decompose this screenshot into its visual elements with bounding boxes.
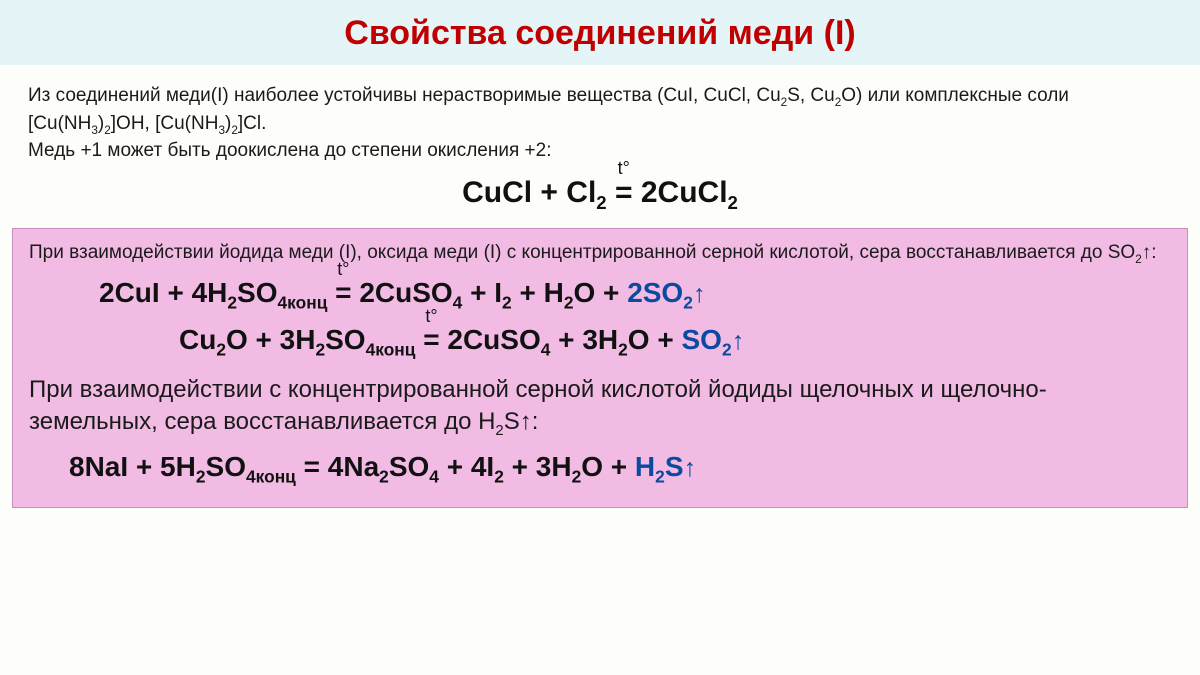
subscript: 2 bbox=[216, 339, 226, 359]
subscript: 4 bbox=[453, 293, 463, 313]
eqn-part: SO bbox=[681, 324, 721, 355]
intro-paragraph-1: Из соединений меди(I) наиболее устойчивы… bbox=[28, 83, 1172, 138]
equation-3-row: Cu2O + 3H2SO4конц t° = 2CuSO4 + 3H2O + S… bbox=[29, 320, 1171, 367]
subscript: 2 bbox=[618, 339, 628, 359]
subscript: 2 bbox=[683, 293, 693, 313]
eqn-part: 2SO bbox=[627, 277, 683, 308]
product-blue: SO2↑ bbox=[681, 324, 744, 355]
product-blue: H2S↑ bbox=[635, 451, 696, 482]
subscript: 2 bbox=[728, 192, 738, 213]
subscript: 2 bbox=[495, 422, 503, 438]
eqn-part: 2CuI + 4H bbox=[99, 277, 227, 308]
subscript: 4конц bbox=[278, 293, 328, 313]
subscript: 4конц bbox=[246, 466, 296, 486]
subscript: 4 bbox=[541, 339, 551, 359]
eqn-part: S bbox=[665, 451, 684, 482]
equation-4-row: 8NaI + 5H2SO4конц = 4Na2SO4 + 4I2 + 3H2O… bbox=[29, 447, 1171, 494]
equation-2: 2CuI + 4H2SO4конц t° = 2CuSO4 + I2 + H2O… bbox=[99, 277, 705, 314]
subscript: 2 bbox=[572, 466, 582, 486]
subscript: 2 bbox=[315, 339, 325, 359]
equation-3: Cu2O + 3H2SO4конц t° = 2CuSO4 + 3H2O + S… bbox=[179, 324, 744, 361]
intro-paragraph-2: Медь +1 может быть доокислена до степени… bbox=[28, 138, 1172, 164]
product-blue: 2SO2↑ bbox=[627, 277, 705, 308]
subscript: 2 bbox=[502, 293, 512, 313]
pink-text-run: ↑: bbox=[1142, 242, 1157, 263]
eqn-part: SO bbox=[237, 277, 277, 308]
intro-text: S, Cu bbox=[787, 85, 835, 106]
page-title: Свойства соединений меди (I) bbox=[0, 14, 1200, 53]
equals-sign: = bbox=[423, 324, 439, 355]
eqn-part: O + bbox=[573, 277, 627, 308]
temp-label: t° bbox=[618, 158, 630, 179]
subscript: 2 bbox=[596, 192, 606, 213]
temp-label: t° bbox=[425, 306, 437, 327]
eqn-part: H bbox=[635, 451, 655, 482]
pink-text-run: При взаимодействии йодида меди (I), окси… bbox=[29, 242, 1135, 263]
eqn-part: + I bbox=[462, 277, 502, 308]
subscript: 2 bbox=[494, 466, 504, 486]
eqn-part: SO bbox=[206, 451, 246, 482]
pink-paragraph-2: При взаимодействии с концентрированной с… bbox=[29, 366, 1171, 446]
eqn-part: + 3H bbox=[550, 324, 618, 355]
subscript: 2 bbox=[722, 339, 732, 359]
gas-arrow-icon: ↑ bbox=[684, 454, 697, 482]
temp-label: t° bbox=[337, 259, 349, 280]
equals-sign: = bbox=[615, 176, 633, 209]
pink-paragraph-1: При взаимодействии йодида меди (I), окси… bbox=[29, 239, 1171, 273]
equation-1-block: CuCl + Cl2 t° = 2CuCl2 bbox=[0, 170, 1200, 228]
eqn-part: O + bbox=[581, 451, 635, 482]
equals-with-temp: t° = bbox=[615, 176, 633, 210]
subscript: 4конц bbox=[366, 339, 416, 359]
eqn-part: O + 3H bbox=[226, 324, 315, 355]
eqn-part: Cu bbox=[179, 324, 216, 355]
equation-1: CuCl + Cl2 t° = 2CuCl2 bbox=[462, 176, 738, 214]
equals-with-temp: t° = bbox=[335, 277, 351, 309]
gas-arrow-icon: ↑ bbox=[732, 327, 745, 355]
equals-with-temp: t° = bbox=[423, 324, 439, 356]
eqn-part: + H bbox=[512, 277, 564, 308]
eqn-rhs: 2CuCl bbox=[641, 176, 728, 209]
eqn-part: + 3H bbox=[504, 451, 572, 482]
subscript: 2 bbox=[655, 466, 665, 486]
gas-arrow-icon: ↑ bbox=[693, 280, 706, 308]
equation-2-row: 2CuI + 4H2SO4конц t° = 2CuSO4 + I2 + H2O… bbox=[29, 273, 1171, 320]
subscript: 2 bbox=[196, 466, 206, 486]
highlighted-box: При взаимодействии йодида меди (I), окси… bbox=[12, 228, 1188, 508]
subscript: 4 bbox=[429, 466, 439, 486]
eqn-part: 8NaI + 5H bbox=[69, 451, 196, 482]
intro-text: ]Cl. bbox=[238, 113, 267, 134]
eqn-part: 4Na bbox=[328, 451, 379, 482]
subscript: 2 bbox=[379, 466, 389, 486]
subscript: 2 bbox=[227, 293, 237, 313]
eqn-part: SO bbox=[325, 324, 365, 355]
eqn-part: + 4I bbox=[439, 451, 494, 482]
intro-text: ]OH, [Cu(NH bbox=[111, 113, 219, 134]
intro-block: Из соединений меди(I) наиболее устойчивы… bbox=[0, 65, 1200, 170]
equals-sign: = bbox=[296, 451, 328, 482]
pink-text-run: S↑: bbox=[504, 408, 539, 435]
intro-text: Из соединений меди(I) наиболее устойчивы… bbox=[28, 85, 781, 106]
equation-4: 8NaI + 5H2SO4конц = 4Na2SO4 + 4I2 + 3H2O… bbox=[69, 451, 696, 488]
title-band: Свойства соединений меди (I) bbox=[0, 0, 1200, 65]
eqn-part: 2CuSO bbox=[359, 277, 452, 308]
eqn-part: O + bbox=[628, 324, 682, 355]
equals-sign: = bbox=[335, 277, 351, 308]
eqn-part: SO bbox=[389, 451, 429, 482]
eqn-lhs: CuCl + Cl bbox=[462, 176, 596, 209]
eqn-part: 2CuSO bbox=[447, 324, 540, 355]
